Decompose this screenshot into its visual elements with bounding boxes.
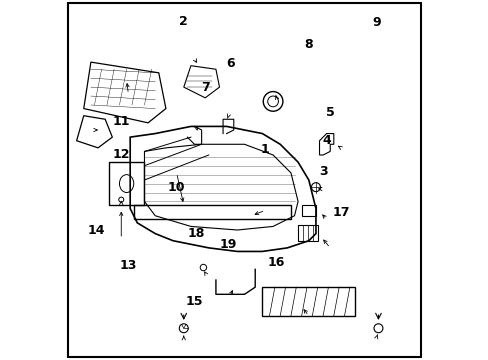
Text: 2: 2	[179, 14, 188, 27]
Text: 9: 9	[371, 16, 380, 29]
Text: 7: 7	[201, 81, 209, 94]
Text: 3: 3	[318, 165, 327, 177]
Text: 12: 12	[112, 148, 130, 162]
Text: 18: 18	[187, 227, 204, 240]
Text: 16: 16	[267, 256, 285, 269]
Text: 13: 13	[120, 259, 137, 272]
Text: 11: 11	[112, 114, 130, 127]
Text: 8: 8	[304, 38, 312, 51]
Text: 10: 10	[167, 181, 185, 194]
Text: 14: 14	[87, 224, 105, 237]
Text: 5: 5	[325, 105, 334, 119]
Text: 19: 19	[219, 238, 237, 251]
Text: 4: 4	[322, 134, 330, 147]
Text: 15: 15	[185, 295, 203, 308]
Text: 6: 6	[225, 57, 234, 71]
Text: 1: 1	[260, 143, 269, 156]
Text: 17: 17	[331, 206, 349, 219]
